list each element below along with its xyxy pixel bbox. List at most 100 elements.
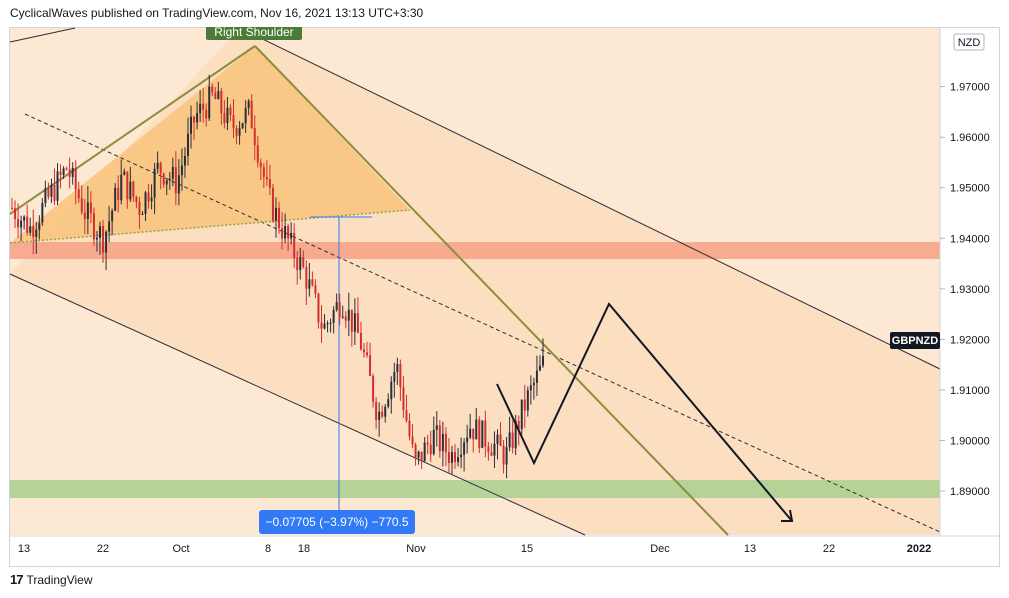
candle-body: [426, 442, 429, 445]
resistance-zone: [10, 242, 940, 259]
time-tick-label: 18: [298, 543, 310, 555]
candle-body: [196, 113, 199, 123]
candle-body: [71, 168, 74, 177]
candle-body: [526, 390, 529, 411]
price-tick-label: 1.92000: [950, 334, 990, 346]
candle-body: [408, 420, 411, 437]
candle-body: [290, 232, 293, 239]
price-axis: 1.97000 1.96000 1.95000 1.94000 1.93000 1.920…: [940, 82, 990, 498]
candle-body: [256, 145, 259, 163]
candle-body: [232, 114, 235, 129]
candle-body: [411, 436, 414, 445]
time-tick-label: 8: [265, 543, 271, 555]
candle-body: [123, 171, 126, 175]
candle-body: [375, 401, 378, 420]
measure-label: −0.07705 (−3.97%) −770.5: [265, 515, 408, 529]
candle-body: [217, 90, 220, 100]
candle-body: [444, 433, 447, 453]
candle-body: [520, 399, 523, 430]
candle-body: [499, 434, 502, 446]
candle-body: [26, 216, 29, 233]
candle-body: [11, 207, 13, 209]
candle-body: [38, 222, 41, 230]
candle-body: [299, 257, 302, 271]
candle-body: [150, 197, 153, 202]
candle-body: [199, 103, 202, 114]
candle-body: [102, 226, 105, 253]
candle-body: [514, 420, 517, 449]
chart-frame[interactable]: [9, 27, 1000, 567]
candle-body: [496, 434, 499, 444]
candle-body: [32, 226, 35, 237]
candle-body: [347, 309, 350, 321]
currency-label-bg: [953, 33, 985, 51]
candle-body: [369, 355, 372, 376]
candle-body: [89, 202, 92, 214]
candle-body: [95, 237, 98, 240]
time-tick-label: Oct: [172, 543, 189, 555]
candle-body: [284, 226, 287, 239]
candle-body: [44, 188, 47, 204]
candle-body: [159, 162, 162, 174]
time-tick-label: 2022: [907, 543, 931, 555]
candle-body: [314, 285, 317, 294]
candle-body: [271, 187, 274, 221]
candle-body: [372, 375, 375, 402]
candle-body: [108, 221, 111, 232]
candle-body: [538, 365, 541, 371]
price-tick-label: 1.95000: [950, 183, 990, 195]
candle-body: [366, 352, 369, 356]
candle-body: [323, 323, 326, 329]
price-tick-label: 1.93000: [950, 284, 990, 296]
candle-body: [390, 381, 393, 400]
candle-body: [202, 103, 205, 110]
candle-body: [335, 302, 338, 311]
candle-body: [447, 452, 450, 463]
candle-body: [214, 92, 217, 100]
candle-body: [83, 212, 86, 219]
candle-body: [153, 168, 156, 198]
candle-body: [29, 226, 32, 233]
channel-bottom-line: [9, 273, 586, 536]
candle-body: [229, 107, 232, 115]
candle-body: [341, 316, 344, 318]
candle-body: [384, 406, 387, 417]
candle-body: [311, 279, 314, 286]
candle-body: [223, 113, 226, 124]
price-tick-label: 1.97000: [950, 82, 990, 94]
candle-body: [478, 419, 481, 448]
publish-info: CyclicalWaves published on TradingView.c…: [10, 6, 424, 20]
candle-body: [253, 128, 256, 146]
candle-body: [460, 454, 463, 458]
candle-body: [305, 267, 308, 289]
price-tick-label: 1.90000: [950, 435, 990, 447]
candle-body: [144, 192, 147, 214]
candle-body: [86, 202, 89, 219]
candle-body: [302, 257, 305, 268]
candle-body: [296, 257, 299, 271]
candle-body: [171, 167, 174, 179]
candle-body: [247, 100, 250, 109]
candle-body: [308, 279, 311, 289]
candle-body: [208, 86, 211, 119]
price-tick-label: 1.94000: [950, 233, 990, 245]
candle-body: [517, 420, 520, 430]
candle-body: [180, 165, 183, 176]
candle-body: [475, 419, 478, 440]
candle-body: [387, 399, 390, 407]
candle-body: [98, 226, 101, 238]
candle-body: [466, 437, 469, 443]
candle-body: [487, 446, 490, 453]
candle-body: [469, 428, 472, 438]
candle-body: [68, 169, 71, 177]
candle-body: [174, 167, 177, 194]
candle-body: [105, 231, 108, 253]
candle-body: [114, 187, 117, 211]
candle-body: [405, 410, 408, 421]
candle-body: [220, 90, 223, 114]
candle-body: [186, 133, 189, 156]
currency-label: NZD: [958, 37, 981, 49]
candle-body: [396, 364, 399, 372]
candle-body: [205, 109, 208, 119]
